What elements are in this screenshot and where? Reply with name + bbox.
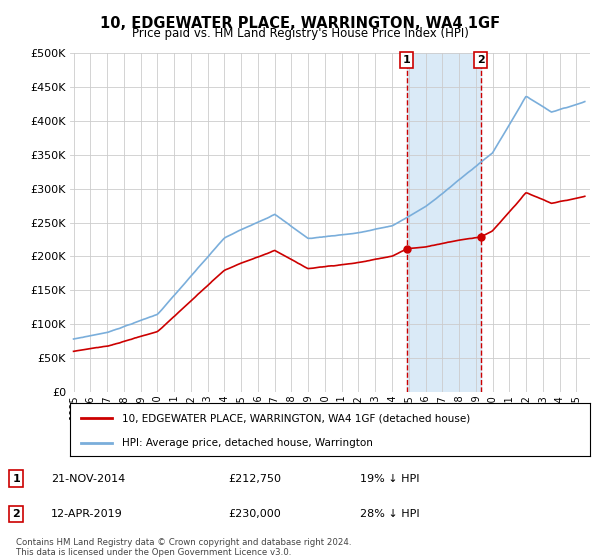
Text: Price paid vs. HM Land Registry's House Price Index (HPI): Price paid vs. HM Land Registry's House … [131,27,469,40]
Text: 2: 2 [13,509,20,519]
Text: HPI: Average price, detached house, Warrington: HPI: Average price, detached house, Warr… [122,438,373,448]
Text: £230,000: £230,000 [228,509,281,519]
Text: 28% ↓ HPI: 28% ↓ HPI [360,509,419,519]
Text: 21-NOV-2014: 21-NOV-2014 [51,474,125,484]
Text: 1: 1 [403,55,410,65]
Text: 10, EDGEWATER PLACE, WARRINGTON, WA4 1GF: 10, EDGEWATER PLACE, WARRINGTON, WA4 1GF [100,16,500,31]
Text: 10, EDGEWATER PLACE, WARRINGTON, WA4 1GF (detached house): 10, EDGEWATER PLACE, WARRINGTON, WA4 1GF… [122,413,470,423]
Text: 1: 1 [13,474,20,484]
Text: 19% ↓ HPI: 19% ↓ HPI [360,474,419,484]
Text: 2: 2 [476,55,484,65]
Text: Contains HM Land Registry data © Crown copyright and database right 2024.
This d: Contains HM Land Registry data © Crown c… [16,538,352,557]
Text: 12-APR-2019: 12-APR-2019 [51,509,123,519]
Text: £212,750: £212,750 [228,474,281,484]
Bar [407,53,481,392]
